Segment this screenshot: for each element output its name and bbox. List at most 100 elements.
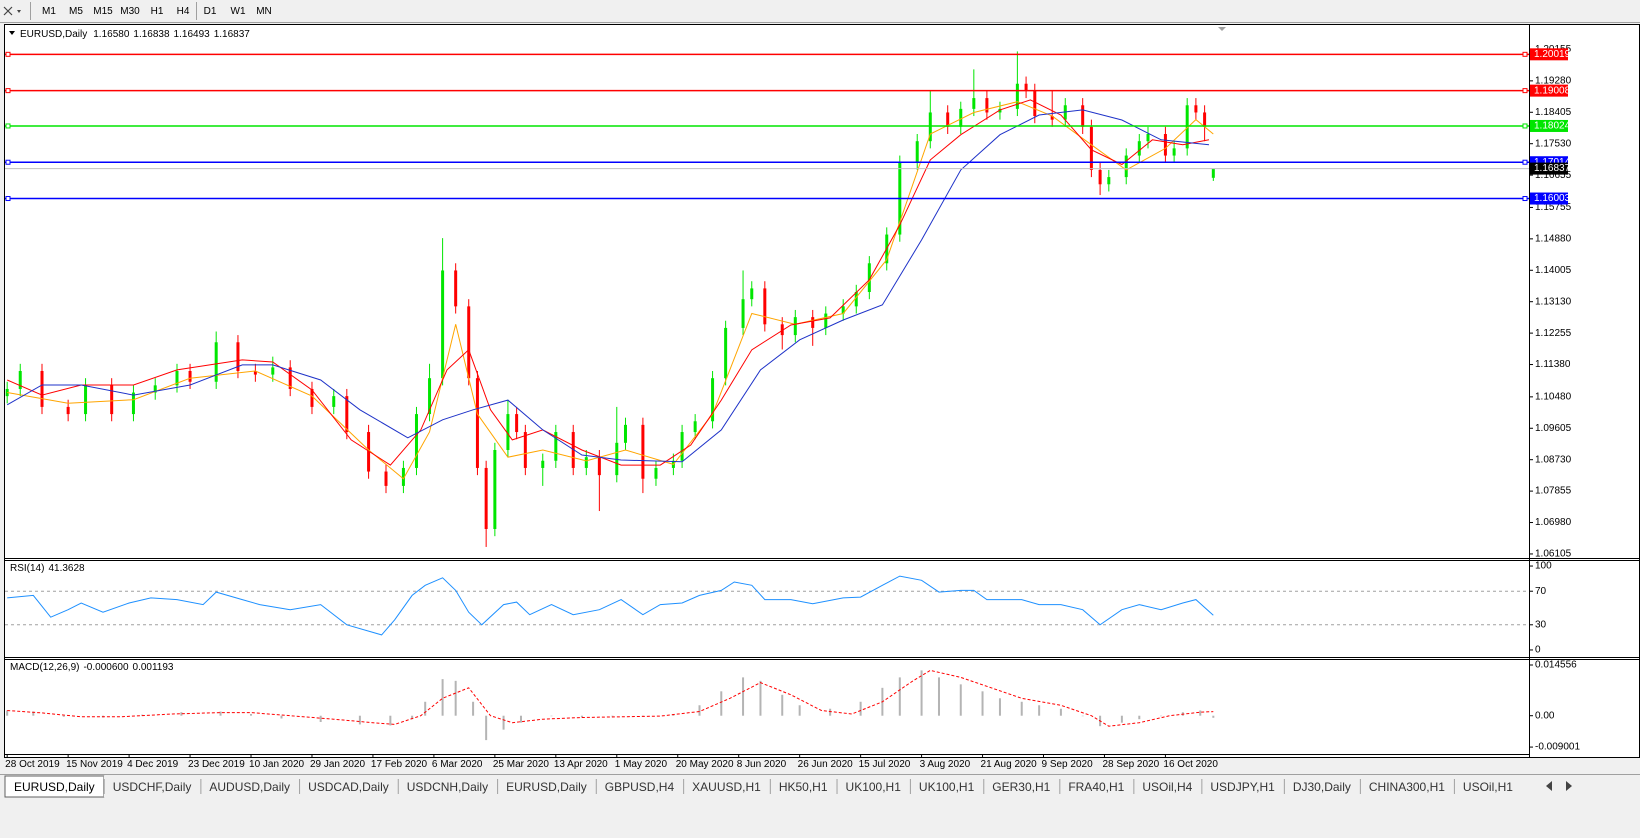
candle-body — [428, 378, 432, 415]
symbol-tab[interactable]: UK100,H1 — [836, 776, 910, 797]
tab-label: USOil,H4 — [1142, 780, 1192, 794]
symbol-tab[interactable]: DJ30,Daily — [1283, 776, 1360, 797]
symbol-menu-icon[interactable] — [9, 31, 15, 35]
y-tick-label: 1.12255 — [1535, 328, 1572, 339]
macd-bar — [898, 677, 901, 716]
indicator-header: MACD(12,26,9) -0.000600 0.001193 — [10, 662, 174, 673]
candle-body — [1063, 105, 1067, 120]
symbol-tab[interactable]: USOil,H1 — [1453, 776, 1522, 797]
level-handle[interactable] — [5, 123, 11, 129]
candle-body — [623, 424, 627, 443]
cursor-icon[interactable] — [3, 6, 13, 16]
candle-body — [680, 432, 684, 461]
y-tick-label: 1.14880 — [1535, 233, 1572, 244]
y-tick-label: 1.18405 — [1535, 107, 1572, 118]
macd-bar — [611, 715, 614, 717]
timeframe-button[interactable]: M15 — [93, 6, 113, 17]
y-tick-label: 1.19280 — [1535, 76, 1572, 87]
symbol-tab[interactable]: CHINA300,H1 — [1359, 776, 1454, 797]
candle-body — [811, 317, 815, 328]
macd-bar — [1212, 715, 1215, 718]
timeframe-button[interactable]: W1 — [231, 6, 246, 17]
macd-bar — [580, 715, 583, 718]
level-handle[interactable] — [5, 159, 11, 165]
symbol-tab[interactable]: HK50,H1 — [769, 776, 837, 797]
macd-bar — [424, 701, 427, 716]
symbol-tab[interactable]: UK100,H1 — [909, 776, 984, 797]
timeframe-button[interactable]: M1 — [42, 6, 56, 17]
candle-body — [332, 396, 336, 407]
macd-bar — [280, 715, 283, 719]
symbol-tab[interactable]: USDCHF,Daily — [103, 776, 201, 797]
level-handle[interactable] — [5, 51, 11, 57]
x-tick-label: 25 Mar 2020 — [493, 759, 550, 770]
symbol-tab[interactable]: FRA40,H1 — [1059, 776, 1134, 797]
tab-scroll-right[interactable] — [1566, 781, 1572, 791]
level-handle[interactable] — [1522, 196, 1528, 202]
macd-bar — [411, 715, 414, 720]
symbol-tab[interactable]: GER30,H1 — [983, 776, 1060, 797]
y-tick-label: 1.16655 — [1535, 170, 1572, 181]
dropdown-icon[interactable] — [17, 10, 21, 13]
candle-body — [724, 327, 728, 379]
y-tick-label: 1.13130 — [1535, 296, 1572, 307]
candle-body — [153, 385, 157, 393]
symbol-tab[interactable]: EURUSD,Daily — [4, 775, 105, 798]
candle-body — [584, 457, 588, 468]
timeframe-button[interactable]: MN — [256, 6, 272, 17]
macd-bar — [742, 677, 745, 716]
symbol-tab[interactable]: USDJPY,H1 — [1201, 776, 1284, 797]
y-tick-label: 0.00 — [1535, 710, 1555, 721]
macd-bar — [1081, 715, 1084, 717]
level-handle[interactable] — [1522, 159, 1528, 165]
tab-label: CHINA300,H1 — [1369, 780, 1445, 794]
candle-body — [40, 370, 44, 407]
level-label-box — [1530, 48, 1568, 61]
x-tick-label: 8 Jun 2020 — [737, 759, 787, 770]
level-handle[interactable] — [5, 196, 11, 202]
candle-body — [946, 112, 950, 127]
candle-body — [401, 467, 405, 486]
macd-bar — [759, 680, 762, 716]
symbol-tab[interactable]: USOil,H4 — [1133, 776, 1202, 797]
level-handle[interactable] — [5, 88, 11, 94]
y-tick-label: 0 — [1535, 645, 1541, 656]
indicator-value: 0.001193 — [133, 662, 174, 673]
tab-bg — [1283, 776, 1360, 797]
timeframe-button[interactable]: M30 — [120, 6, 140, 17]
symbol-tab[interactable]: AUDUSD,Daily — [200, 776, 300, 797]
candle-body — [1172, 148, 1176, 156]
symbol-tab[interactable]: XAUUSD,H1 — [683, 776, 770, 797]
candle-body — [484, 467, 488, 529]
chart-shift-marker[interactable] — [1218, 27, 1226, 31]
symbol-tab[interactable]: USDCAD,Daily — [299, 776, 398, 797]
tab-label: USDCNH,Daily — [407, 780, 488, 794]
indicator-title: RSI(14) — [10, 563, 44, 574]
macd-bar — [502, 715, 505, 730]
timeframe-button[interactable]: M5 — [69, 6, 83, 17]
timeframe-button[interactable]: H4 — [177, 6, 190, 17]
macd-bar — [219, 711, 222, 716]
macd-bar — [389, 715, 392, 726]
timeframe-button[interactable]: D1 — [204, 6, 217, 17]
level-label-box — [1530, 119, 1568, 132]
macd-bar — [1160, 715, 1163, 717]
candle-body — [110, 385, 114, 415]
x-tick-label: 23 Dec 2019 — [188, 759, 245, 770]
x-tick-label: 28 Oct 2019 — [5, 759, 60, 770]
symbol-tab[interactable]: USDCNH,Daily — [397, 776, 498, 797]
symbol-title: EURUSD,Daily — [20, 29, 87, 40]
candle-body — [780, 324, 784, 336]
level-label-box — [1530, 84, 1568, 97]
symbol-tab[interactable]: GBPUSD,H4 — [595, 776, 684, 797]
candle-body — [711, 378, 715, 422]
level-handle[interactable] — [1522, 123, 1528, 129]
candle-body — [493, 449, 497, 529]
level-handle[interactable] — [1522, 51, 1528, 57]
timeframe-button[interactable]: H1 — [151, 6, 164, 17]
symbol-tab[interactable]: EURUSD,Daily — [497, 776, 596, 797]
level-handle[interactable] — [1522, 88, 1528, 94]
tab-label: EURUSD,Daily — [14, 780, 95, 794]
chart-window — [4, 24, 1640, 758]
tab-scroll-left[interactable] — [1546, 781, 1552, 791]
